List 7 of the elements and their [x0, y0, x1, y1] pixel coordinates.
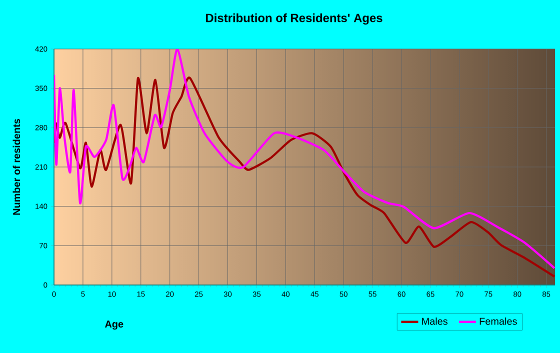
- line-series: [54, 77, 556, 278]
- y-axis-title: Number of residents: [12, 118, 20, 215]
- x-axis-title: Age: [104, 320, 124, 330]
- chart-title: Distribution of Residents' Ages: [206, 13, 382, 25]
- legend-label: Females: [480, 318, 517, 325]
- line-series: [54, 48, 556, 270]
- legend-label: Males: [422, 318, 448, 325]
